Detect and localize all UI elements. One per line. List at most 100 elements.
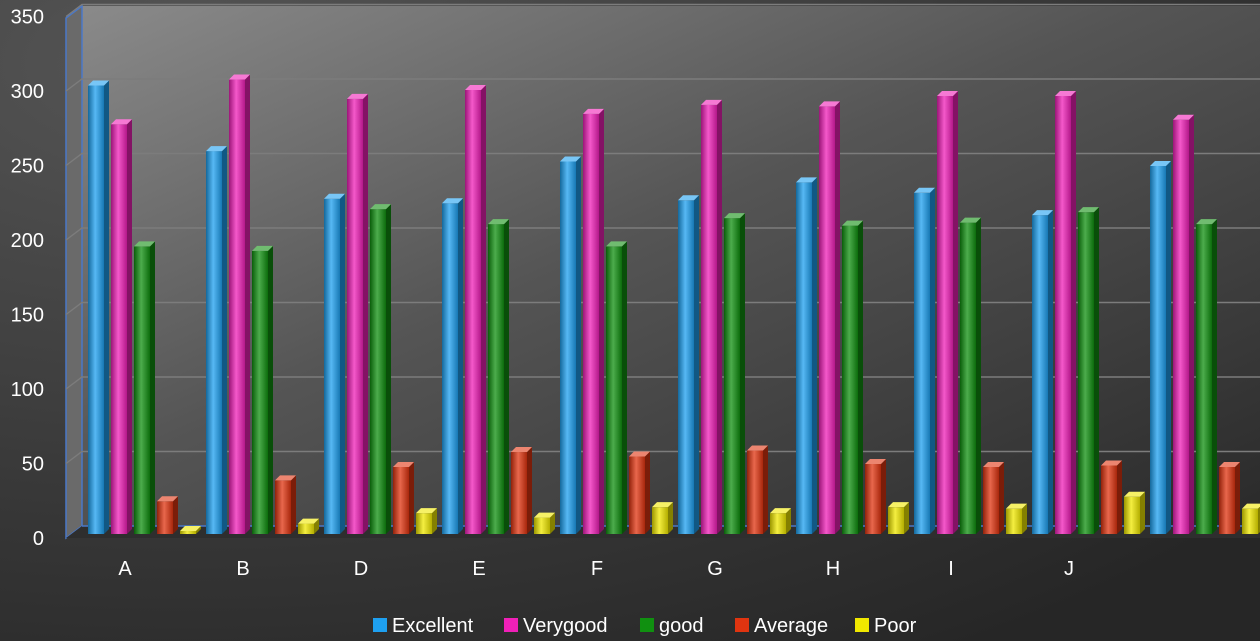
bar — [465, 84, 486, 534]
bar — [1150, 160, 1171, 534]
y-axis-ticks: 0 50 100 150 200 250 300 350 — [11, 7, 44, 551]
legend-item: good — [640, 615, 704, 637]
bars — [88, 74, 1260, 535]
bar — [252, 245, 273, 534]
gridline — [65, 376, 1260, 390]
legend-swatch — [640, 618, 654, 632]
bar — [511, 447, 532, 534]
x-tick-label: D — [354, 558, 368, 580]
gridline — [65, 152, 1260, 167]
y-tick-label: 50 — [22, 454, 44, 476]
bar — [134, 241, 155, 534]
bar — [229, 74, 250, 535]
legend-label: Excellent — [392, 615, 474, 637]
y-tick-label: 100 — [11, 379, 44, 401]
bar — [1101, 460, 1122, 534]
bar — [324, 193, 345, 534]
y-tick-label: 150 — [11, 305, 44, 327]
bar — [275, 475, 296, 534]
legend-item: Excellent — [373, 615, 474, 637]
bar — [1173, 114, 1194, 534]
legend-swatch — [855, 618, 869, 632]
bar — [629, 451, 650, 534]
bar — [416, 508, 437, 534]
bar — [983, 461, 1004, 534]
bar — [914, 187, 935, 535]
bar — [819, 101, 840, 535]
bar — [747, 445, 768, 534]
bar — [488, 219, 509, 534]
bar — [842, 220, 863, 534]
bar — [678, 195, 699, 535]
bar — [442, 198, 463, 534]
y-tick-label: 200 — [11, 230, 44, 252]
x-tick-label: I — [948, 558, 954, 580]
x-tick-label: J — [1064, 558, 1074, 580]
gridline — [65, 450, 1260, 465]
bar — [298, 518, 319, 534]
legend-label: Average — [754, 615, 828, 637]
bar — [347, 93, 368, 535]
bar — [583, 108, 604, 534]
legend-item: Poor — [855, 615, 917, 637]
y-tick-label: 250 — [11, 156, 44, 178]
bar — [111, 119, 132, 534]
gridline — [65, 3, 1260, 18]
legend-label: Poor — [874, 615, 917, 637]
legend-swatch — [504, 618, 518, 632]
bar — [157, 496, 178, 534]
bar-group — [796, 101, 909, 535]
x-tick-label: H — [826, 558, 840, 580]
gridline — [65, 227, 1260, 241]
bar — [1196, 219, 1217, 534]
y-tick-label: 350 — [11, 7, 44, 29]
bar-group — [206, 74, 319, 535]
bar — [1006, 503, 1027, 534]
bar — [652, 502, 673, 534]
bar-group — [678, 99, 791, 535]
bar — [393, 461, 414, 534]
gridline — [65, 78, 1260, 92]
bar — [960, 217, 981, 534]
bar-group — [88, 80, 201, 534]
bar-group — [914, 90, 1027, 535]
y-tick-label: 300 — [11, 81, 44, 103]
legend-swatch — [373, 618, 387, 632]
bar — [606, 241, 627, 534]
bar — [1078, 207, 1099, 534]
bar — [560, 156, 581, 534]
bar — [1055, 90, 1076, 534]
bar — [1242, 503, 1260, 534]
gridlines — [65, 3, 1260, 465]
bar — [1032, 210, 1053, 534]
bar — [937, 90, 958, 534]
x-tick-label: F — [591, 558, 603, 580]
legend-item: Verygood — [504, 615, 608, 637]
bar-group — [1150, 114, 1260, 534]
bar — [180, 526, 201, 534]
legend: Excellent Verygood good Average Poor — [373, 615, 917, 637]
bar — [1219, 461, 1240, 534]
legend-swatch — [735, 618, 749, 632]
x-tick-label: E — [472, 558, 485, 580]
bar — [88, 80, 109, 534]
bar — [724, 213, 745, 534]
bar — [701, 99, 722, 534]
bar — [1124, 491, 1145, 534]
bar — [206, 146, 227, 534]
bar — [865, 458, 886, 534]
bar — [534, 512, 555, 534]
bar — [796, 177, 817, 535]
bar-group — [560, 108, 673, 534]
bar-group — [324, 93, 437, 535]
bar-group — [442, 84, 555, 534]
x-tick-label: A — [118, 558, 132, 580]
legend-label: good — [659, 615, 704, 637]
bar — [888, 502, 909, 534]
x-tick-label: G — [707, 558, 723, 580]
x-tick-label: B — [236, 558, 249, 580]
y-tick-label: 0 — [33, 528, 44, 550]
legend-label: Verygood — [523, 615, 608, 637]
